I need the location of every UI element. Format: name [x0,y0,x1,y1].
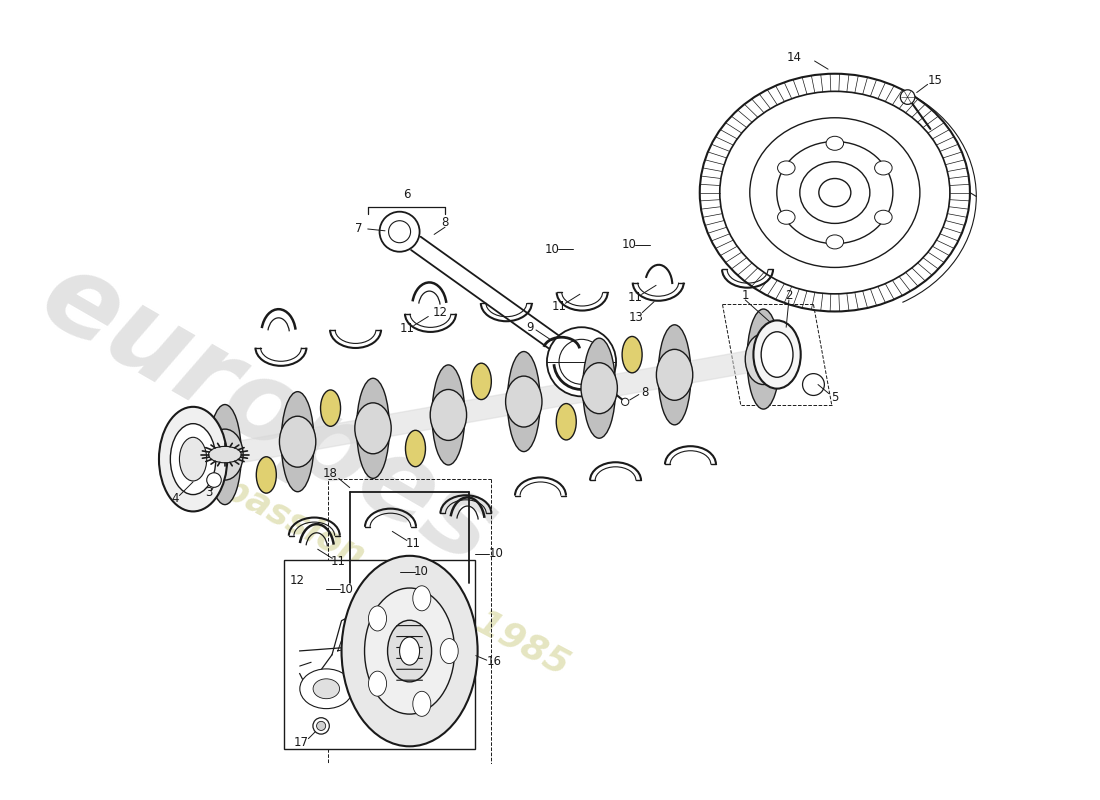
Ellipse shape [368,606,386,631]
Text: 12: 12 [289,574,305,587]
Text: 8: 8 [641,386,649,399]
Ellipse shape [506,376,542,427]
Text: 11: 11 [551,299,566,313]
Text: europes: europes [23,242,516,587]
Ellipse shape [557,403,576,440]
Text: 11: 11 [406,537,420,550]
Ellipse shape [430,390,466,441]
Text: 4: 4 [172,492,178,505]
Ellipse shape [471,363,492,399]
Ellipse shape [209,405,241,505]
Text: 10: 10 [339,583,354,596]
Ellipse shape [547,327,616,396]
Ellipse shape [256,457,276,493]
Circle shape [593,375,606,388]
Circle shape [207,473,221,487]
Ellipse shape [179,438,207,481]
Ellipse shape [387,620,431,682]
Text: 5: 5 [830,390,838,404]
Text: 11: 11 [331,554,346,567]
Text: 12: 12 [432,306,448,318]
Circle shape [900,90,915,104]
Ellipse shape [368,671,386,696]
Ellipse shape [170,424,216,494]
Ellipse shape [826,235,844,249]
Ellipse shape [406,430,426,466]
Ellipse shape [320,390,341,426]
Text: 10: 10 [544,243,559,256]
Ellipse shape [416,671,442,691]
Ellipse shape [747,309,780,409]
Text: 9: 9 [526,321,534,334]
Ellipse shape [874,161,892,175]
Ellipse shape [754,321,801,389]
Ellipse shape [432,365,465,465]
Ellipse shape [778,161,795,175]
Polygon shape [223,348,766,466]
Ellipse shape [207,429,243,480]
Text: 6: 6 [403,188,410,201]
Text: 13: 13 [628,310,643,323]
Text: 17: 17 [294,736,309,749]
Ellipse shape [657,350,693,400]
Text: 16: 16 [486,655,502,669]
Text: 2: 2 [785,289,793,302]
Ellipse shape [364,588,454,714]
Ellipse shape [379,212,419,252]
Ellipse shape [403,662,455,701]
Ellipse shape [507,351,540,451]
Ellipse shape [209,446,241,462]
Ellipse shape [412,691,431,716]
Text: 8: 8 [441,216,449,229]
Ellipse shape [314,679,340,698]
Text: 11: 11 [400,322,415,335]
Text: 3: 3 [205,486,212,499]
Ellipse shape [658,325,691,425]
Ellipse shape [300,669,353,709]
Circle shape [621,398,629,406]
Ellipse shape [160,407,228,511]
Ellipse shape [356,378,389,478]
Ellipse shape [399,637,419,665]
Ellipse shape [761,332,793,378]
Ellipse shape [778,210,795,224]
Ellipse shape [581,362,617,414]
Text: 14: 14 [786,51,802,64]
Ellipse shape [355,403,392,454]
Text: 10: 10 [621,238,636,251]
Circle shape [803,374,824,395]
Text: 15: 15 [927,74,943,87]
Bar [285,560,474,750]
Ellipse shape [341,556,477,746]
Circle shape [312,718,329,734]
Text: 10: 10 [488,547,503,560]
Ellipse shape [745,334,782,385]
Text: a passion since 1985: a passion since 1985 [184,453,575,682]
Ellipse shape [874,210,892,224]
Ellipse shape [826,136,844,150]
Ellipse shape [583,338,616,438]
Circle shape [317,722,326,730]
Text: 11: 11 [628,290,642,304]
Ellipse shape [623,337,642,373]
Ellipse shape [282,392,314,492]
Ellipse shape [440,638,459,663]
Text: 7: 7 [355,222,362,235]
Text: 18: 18 [322,467,337,481]
Ellipse shape [279,416,316,467]
Text: 10: 10 [414,565,429,578]
Ellipse shape [412,586,431,611]
Text: 1: 1 [741,289,749,302]
